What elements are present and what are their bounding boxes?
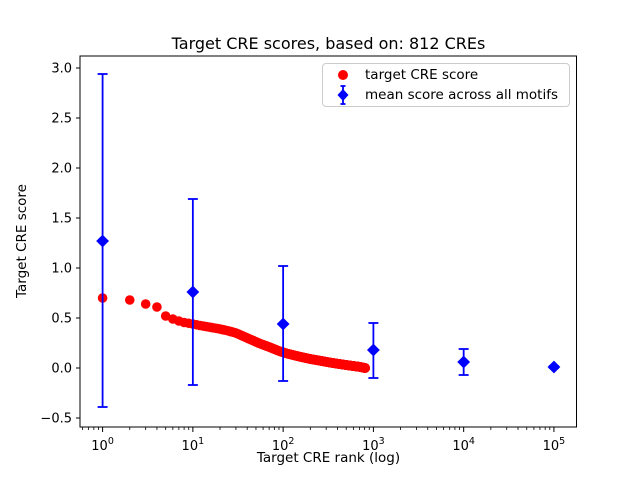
- legend-label: mean score across all motifs: [365, 87, 559, 104]
- target-score-point: [152, 302, 162, 312]
- target-score-point: [124, 295, 135, 305]
- mean-score-point: [276, 317, 290, 331]
- y-tick-label: 3.0: [51, 62, 72, 77]
- x-tick-label: 101: [182, 436, 205, 454]
- y-tick-label: 1.5: [51, 212, 72, 227]
- legend-item-mean-score: mean score across all motifs: [323, 84, 569, 106]
- plot-border: [79, 55, 577, 428]
- blue-diamond-errorbar-marker: [330, 84, 356, 106]
- y-axis-label: Target CRE score: [14, 184, 30, 298]
- mean-score-point: [547, 360, 561, 374]
- mean-score-point: [457, 355, 471, 369]
- axes-spines: [79, 55, 577, 428]
- y-tick-label: 0.0: [51, 362, 72, 377]
- x-axis-label: Target CRE rank (log): [256, 450, 401, 466]
- target-score-point: [360, 363, 371, 373]
- mean-score-point: [96, 234, 109, 248]
- x-axis: 100 101 102 103 104 105: [82, 427, 566, 454]
- mean-score-point: [186, 285, 200, 299]
- x-tick-label: 105: [543, 436, 566, 454]
- x-tick-label: 104: [452, 436, 475, 454]
- chart-title: Target CRE scores, based on: 812 CREs: [171, 34, 486, 53]
- legend: target CRE score mean score across all m…: [322, 63, 570, 107]
- x-tick-label: 103: [362, 436, 385, 454]
- y-tick-label: 1.0: [51, 262, 72, 277]
- y-tick-label: 0.5: [51, 312, 72, 327]
- legend-label: target CRE score: [365, 66, 479, 83]
- y-axis: −0.5 0.0 0.5 1.0 1.5 2.0 2.5 3.0: [40, 62, 80, 427]
- y-tick-label: 2.0: [51, 162, 72, 177]
- x-tick-label: 102: [272, 436, 295, 454]
- y-tick-label: 2.5: [51, 112, 72, 127]
- target-score-point: [140, 299, 151, 309]
- legend-item-target-score: target CRE score: [323, 65, 569, 85]
- mean-score-point: [366, 343, 380, 357]
- red-scatter-series: [97, 293, 371, 373]
- blue-errorbar-series: [96, 73, 561, 408]
- red-dot-marker: [330, 69, 356, 80]
- y-tick-label: −0.5: [40, 412, 72, 427]
- x-tick-label: 100: [91, 436, 114, 454]
